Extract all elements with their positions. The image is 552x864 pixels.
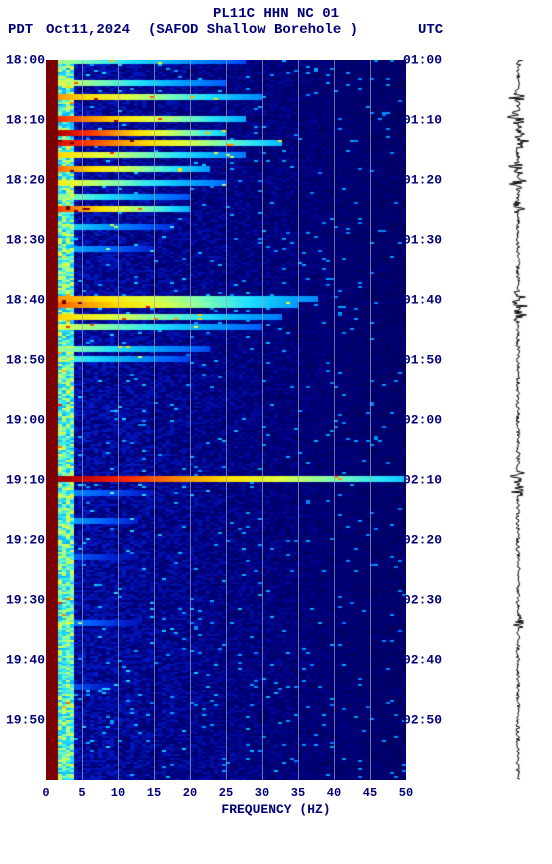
y-tick-left: 18:00 bbox=[6, 53, 45, 68]
y-tick-right: 02:20 bbox=[403, 533, 442, 548]
grid-line bbox=[190, 60, 191, 780]
y-tick-right: 02:10 bbox=[403, 472, 442, 487]
grid-line bbox=[298, 60, 299, 780]
page-root: { "header": { "line1": "PL11C HHN NC 01"… bbox=[0, 0, 552, 864]
y-tick-left: 18:50 bbox=[6, 353, 45, 368]
y-tick-left: 19:40 bbox=[6, 652, 45, 667]
header-left-tz: PDT bbox=[8, 22, 33, 38]
y-tick-right: 02:50 bbox=[403, 713, 442, 728]
x-tick: 15 bbox=[147, 786, 161, 800]
y-tick-left: 18:30 bbox=[6, 233, 45, 248]
y-tick-left: 18:40 bbox=[6, 292, 45, 307]
y-tick-left: 19:10 bbox=[6, 472, 45, 487]
y-tick-left: 19:00 bbox=[6, 413, 45, 428]
y-tick-right: 01:10 bbox=[403, 112, 442, 127]
grid-line bbox=[334, 60, 335, 780]
x-tick: 0 bbox=[42, 786, 49, 800]
title-line1: PL11C HHN NC 01 bbox=[0, 6, 552, 22]
grid-line bbox=[226, 60, 227, 780]
y-tick-right: 02:40 bbox=[403, 652, 442, 667]
y-tick-left: 18:10 bbox=[6, 112, 45, 127]
y-tick-right: 01:40 bbox=[403, 292, 442, 307]
x-tick: 25 bbox=[219, 786, 233, 800]
header-station: (SAFOD Shallow Borehole ) bbox=[148, 22, 358, 38]
x-tick: 45 bbox=[363, 786, 377, 800]
seismic-trace bbox=[506, 60, 530, 780]
y-tick-right: 01:20 bbox=[403, 173, 442, 188]
x-tick: 10 bbox=[111, 786, 125, 800]
header-date: Oct11,2024 bbox=[46, 22, 130, 38]
y-tick-right: 01:00 bbox=[403, 53, 442, 68]
y-tick-left: 18:20 bbox=[6, 173, 45, 188]
grid-line bbox=[82, 60, 83, 780]
y-tick-left: 19:50 bbox=[6, 713, 45, 728]
grid-line bbox=[118, 60, 119, 780]
grid-line bbox=[154, 60, 155, 780]
x-axis-label: FREQUENCY (HZ) bbox=[0, 802, 552, 817]
y-tick-left: 19:20 bbox=[6, 533, 45, 548]
x-tick: 30 bbox=[255, 786, 269, 800]
trace-canvas bbox=[506, 60, 530, 780]
y-tick-right: 02:00 bbox=[403, 413, 442, 428]
y-tick-right: 01:50 bbox=[403, 353, 442, 368]
y-tick-right: 01:30 bbox=[403, 233, 442, 248]
y-tick-right: 02:30 bbox=[403, 593, 442, 608]
x-tick: 50 bbox=[399, 786, 413, 800]
grid-line bbox=[262, 60, 263, 780]
y-tick-left: 19:30 bbox=[6, 593, 45, 608]
header-right-tz: UTC bbox=[418, 22, 443, 38]
x-tick: 35 bbox=[291, 786, 305, 800]
grid-line bbox=[370, 60, 371, 780]
x-tick: 5 bbox=[78, 786, 85, 800]
x-tick: 20 bbox=[183, 786, 197, 800]
x-tick: 40 bbox=[327, 786, 341, 800]
